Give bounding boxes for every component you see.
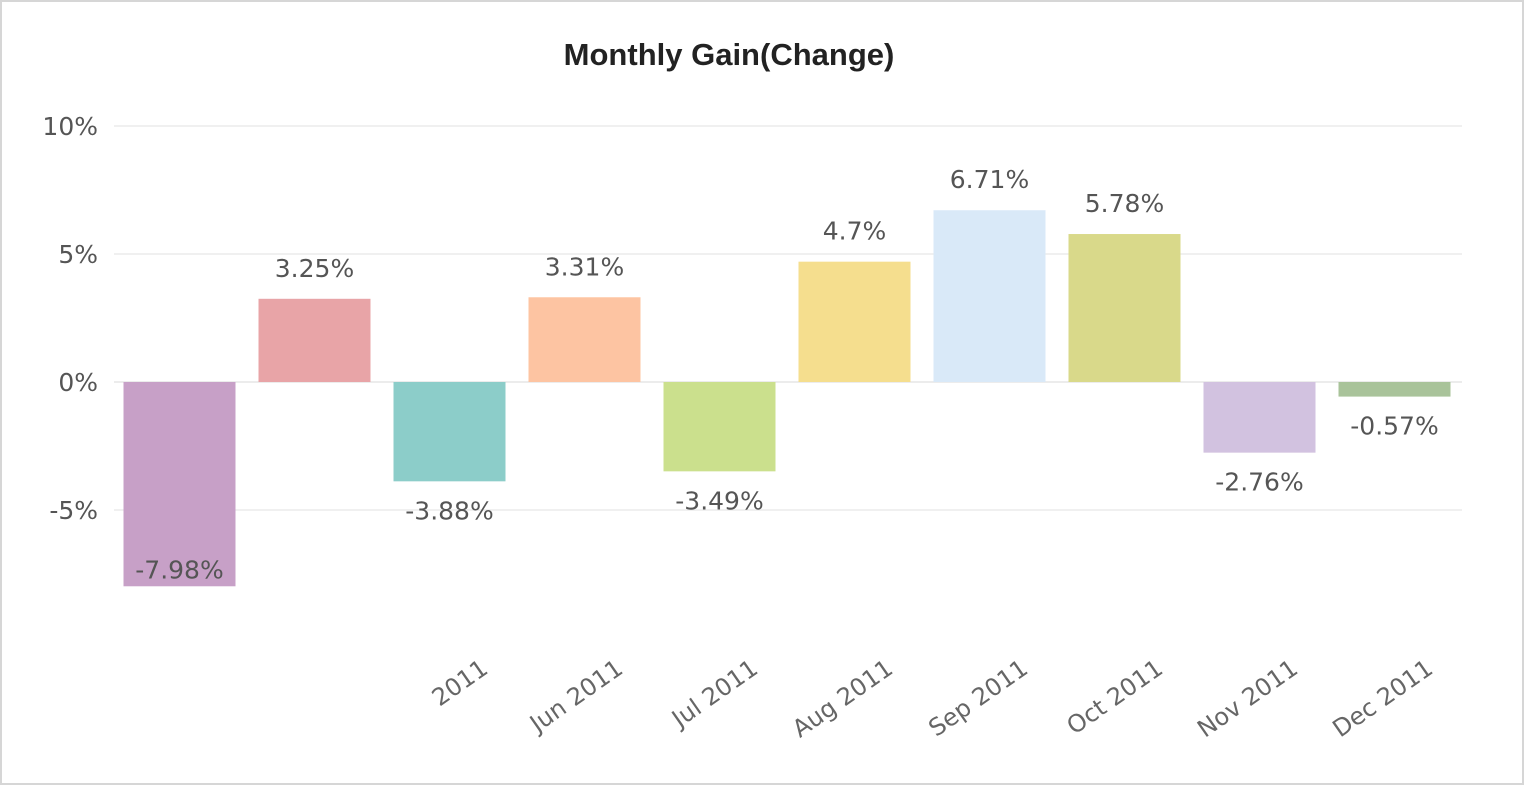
data-label-7: 6.71% — [950, 165, 1029, 194]
bar-8[interactable] — [1068, 234, 1181, 382]
bar-3[interactable] — [393, 382, 506, 482]
bar-4[interactable] — [528, 297, 641, 382]
x-tick-label: Dec 2011 — [1328, 654, 1438, 743]
data-label-9: -2.76% — [1215, 468, 1303, 497]
bar-9[interactable] — [1203, 382, 1316, 453]
y-axis: 10% 5% 0% -5% — [42, 112, 98, 525]
y-tick-label: 5% — [58, 240, 98, 269]
bar-5[interactable] — [663, 382, 776, 472]
y-tick-label: -5% — [49, 496, 98, 525]
x-axis: 2011 Jun 2011 Jul 2011 Aug 2011 Sep 2011 Oct … — [427, 654, 1438, 743]
bar-7[interactable] — [933, 210, 1046, 382]
x-tick-label: Oct 2011 — [1062, 654, 1168, 740]
y-tick-label: 10% — [42, 112, 98, 141]
data-label-6: 4.7% — [823, 217, 887, 246]
chart-title: Monthly Gain(Change) — [564, 37, 895, 72]
data-label-4: 3.31% — [545, 252, 624, 281]
x-tick-label: Jul 2011 — [665, 654, 763, 734]
x-tick-label: Jun 2011 — [523, 654, 628, 739]
bar-1[interactable] — [123, 382, 236, 587]
data-labels: -7.98% 3.25% -3.88% 3.31% -3.49% 4.7% 6.71% 5.7… — [135, 165, 1438, 584]
data-label-2: 3.25% — [275, 254, 354, 283]
x-tick-label: Nov 2011 — [1192, 654, 1303, 743]
x-tick-label: Sep 2011 — [924, 654, 1033, 742]
bars — [123, 210, 1451, 587]
x-tick-label: 2011 — [427, 654, 493, 712]
bar-10[interactable] — [1338, 382, 1451, 397]
bar-6[interactable] — [798, 261, 911, 382]
data-label-3: -3.88% — [405, 496, 493, 525]
data-label-8: 5.78% — [1085, 189, 1164, 218]
x-tick-label: Aug 2011 — [787, 654, 898, 743]
y-tick-label: 0% — [58, 368, 98, 397]
data-label-5: -3.49% — [675, 486, 763, 515]
data-label-10: -0.57% — [1350, 412, 1438, 441]
bar-2[interactable] — [258, 298, 371, 382]
data-label-1: -7.98% — [135, 555, 223, 584]
